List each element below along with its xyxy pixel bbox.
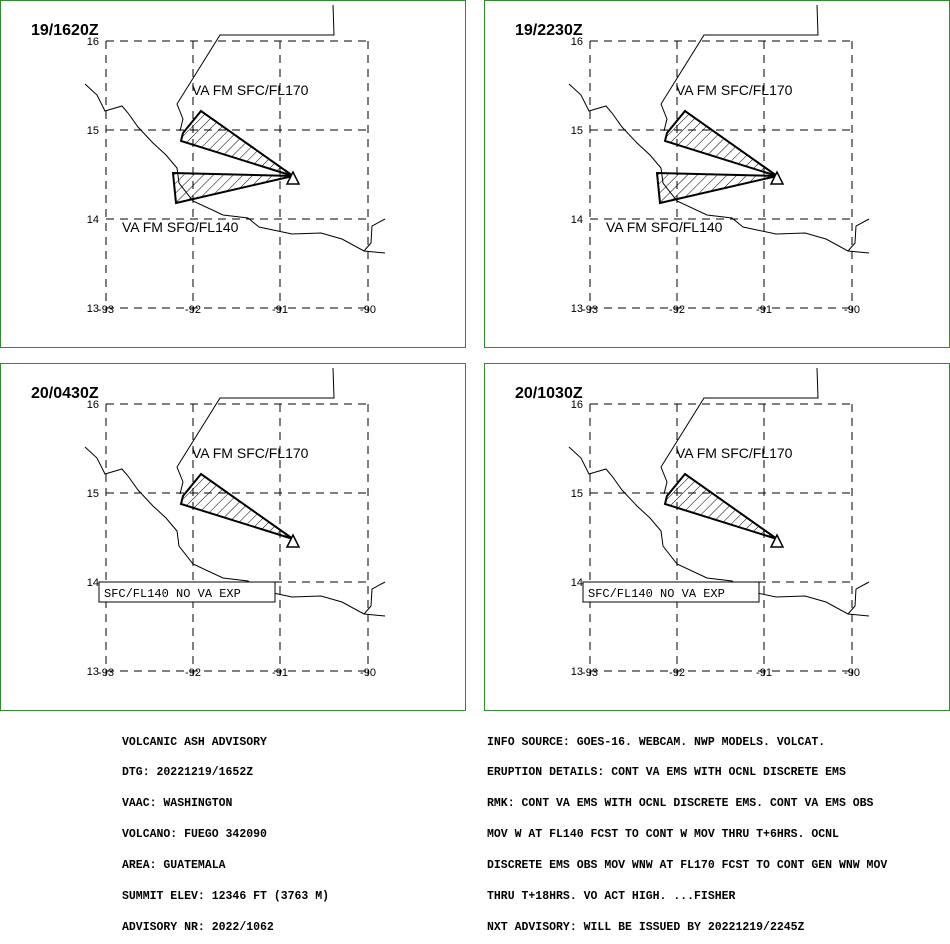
longitude-tick-label: -93 xyxy=(582,667,598,679)
no-ash-box-text: SFC/FL140 NO VA EXP xyxy=(588,587,725,601)
latitude-tick-label: 13 xyxy=(571,303,583,315)
upper-ash-label: VA FM SFC/FL170 xyxy=(192,82,309,98)
coast-segment xyxy=(847,218,870,252)
country-border xyxy=(176,4,335,132)
valid-time-label: 19/2230Z xyxy=(515,22,583,39)
map-svg: 16 15 14 13 -93 -92 -91 -90 20/1030Z VA FM SFC/FL… xyxy=(515,367,870,679)
no-ash-box xyxy=(582,581,760,603)
advisory-header-text: VOLCANIC ASH ADVISORY DTG: 20221219/1652… xyxy=(122,717,329,944)
lower-ash-label: VA FM SFC/FL140 xyxy=(122,219,239,235)
volcano-icon xyxy=(769,533,785,548)
upper-ash-label: VA FM SFC/FL170 xyxy=(192,445,309,461)
ash-area-fl170 xyxy=(179,472,294,540)
country-border xyxy=(660,367,819,495)
latitude-tick-label: 15 xyxy=(571,125,583,137)
ash-area-fl170 xyxy=(179,109,294,177)
ash-area-fl140 xyxy=(655,171,778,205)
longitude-tick-label: -91 xyxy=(756,667,772,679)
country-border xyxy=(660,4,819,132)
volcano-icon xyxy=(285,170,301,185)
latitude-tick-label: 16 xyxy=(87,36,99,48)
longitude-tick-label: -93 xyxy=(582,304,598,316)
panel-2: 16 15 14 13 -93 -92 -91 -90 19/2230Z VA FM SFC/FL… xyxy=(484,0,950,348)
latitude-tick-label: 15 xyxy=(87,488,99,500)
ash-area-fl170 xyxy=(663,472,778,540)
latitude-tick-label: 14 xyxy=(87,577,99,589)
longitude-tick-label: -90 xyxy=(844,304,860,316)
latitude-tick-label: 14 xyxy=(571,577,583,589)
upper-ash-label: VA FM SFC/FL170 xyxy=(676,82,793,98)
longitude-tick-label: -90 xyxy=(844,667,860,679)
panel-4: 16 15 14 13 -93 -92 -91 -90 20/1030Z VA FM SFC/FL… xyxy=(484,363,950,711)
map-svg: 16 15 14 13 -93 -92 -91 -90 19/1620Z VA FM SFC/FL… xyxy=(31,4,386,316)
coastline xyxy=(84,446,386,617)
latitude-tick-label: 14 xyxy=(87,214,99,226)
coast-segment xyxy=(363,581,386,615)
latitude-tick-label: 16 xyxy=(571,399,583,411)
country-border xyxy=(176,367,335,495)
advisory-line: AREA: GUATEMALA xyxy=(122,859,226,873)
ash-area-fl170 xyxy=(663,109,778,177)
longitude-tick-label: -91 xyxy=(272,304,288,316)
longitude-tick-label: -92 xyxy=(669,667,685,679)
volcano-icon xyxy=(769,170,785,185)
ash-area-fl140 xyxy=(171,171,294,205)
longitude-tick-label: -92 xyxy=(185,304,201,316)
latitude-tick-label: 15 xyxy=(87,125,99,137)
remarks-line: MOV W AT FL140 FCST TO CONT W MOV THRU T… xyxy=(487,828,839,842)
lower-ash-label: VA FM SFC/FL140 xyxy=(606,219,723,235)
no-ash-box xyxy=(98,581,276,603)
valid-time-label: 20/1030Z xyxy=(515,385,583,402)
latitude-tick-label: 16 xyxy=(87,399,99,411)
coast-segment xyxy=(363,218,386,252)
coast-segment xyxy=(847,581,870,615)
remarks-line: NXT ADVISORY: WILL BE ISSUED BY 20221219… xyxy=(487,920,805,934)
map-svg: 16 15 14 13 -93 -92 -91 -90 20/0430Z VA FM SFC/FL… xyxy=(31,367,386,679)
longitude-tick-label: -90 xyxy=(360,304,376,316)
advisory-line: VAAC: WASHINGTON xyxy=(122,797,233,811)
advisory-line: VOLCANIC ASH ADVISORY xyxy=(122,735,267,749)
longitude-tick-label: -92 xyxy=(185,667,201,679)
latitude-tick-label: 13 xyxy=(87,666,99,678)
longitude-tick-label: -93 xyxy=(98,304,114,316)
map-svg: 16 15 14 13 -93 -92 -91 -90 19/2230Z VA FM SFC/FL… xyxy=(515,4,870,316)
advisory-line: SUMMIT ELEV: 12346 FT (3763 M) xyxy=(122,890,330,904)
latitude-tick-label: 13 xyxy=(571,666,583,678)
volcano-icon xyxy=(285,533,301,548)
longitude-tick-label: -90 xyxy=(360,667,376,679)
latitude-tick-label: 16 xyxy=(571,36,583,48)
coastline xyxy=(568,446,870,617)
panel-3: 16 15 14 13 -93 -92 -91 -90 20/0430Z VA FM SFC/FL… xyxy=(0,363,466,711)
latitude-tick-label: 13 xyxy=(87,303,99,315)
latitude-tick-label: 14 xyxy=(571,214,583,226)
no-ash-box-text: SFC/FL140 NO VA EXP xyxy=(104,587,241,601)
advisory-remarks-text: INFO SOURCE: GOES-16. WEBCAM. NWP MODELS… xyxy=(487,717,887,944)
remarks-line: THRU T+18HRS. VO ACT HIGH. ...FISHER xyxy=(487,890,736,904)
valid-time-label: 19/1620Z xyxy=(31,22,99,39)
longitude-tick-label: -91 xyxy=(272,667,288,679)
remarks-line: RMK: CONT VA EMS WITH OCNL DISCRETE EMS.… xyxy=(487,797,874,811)
advisory-line: ADVISORY NR: 2022/1062 xyxy=(122,920,274,934)
advisory-line: DTG: 20221219/1652Z xyxy=(122,766,254,780)
advisory-line: VOLCANO: FUEGO 342090 xyxy=(122,828,267,842)
upper-ash-label: VA FM SFC/FL170 xyxy=(676,445,793,461)
remarks-line: ERUPTION DETAILS: CONT VA EMS WITH OCNL … xyxy=(487,766,846,780)
remarks-line: INFO SOURCE: GOES-16. WEBCAM. NWP MODELS… xyxy=(487,735,826,749)
longitude-tick-label: -93 xyxy=(98,667,114,679)
panel-1: 16 15 14 13 -93 -92 -91 -90 19/1620Z VA FM SFC/FL… xyxy=(0,0,466,348)
valid-time-label: 20/0430Z xyxy=(31,385,99,402)
latitude-tick-label: 15 xyxy=(571,488,583,500)
remarks-line: DISCRETE EMS OBS MOV WNW AT FL170 FCST T… xyxy=(487,859,888,873)
longitude-tick-label: -91 xyxy=(756,304,772,316)
longitude-tick-label: -92 xyxy=(669,304,685,316)
